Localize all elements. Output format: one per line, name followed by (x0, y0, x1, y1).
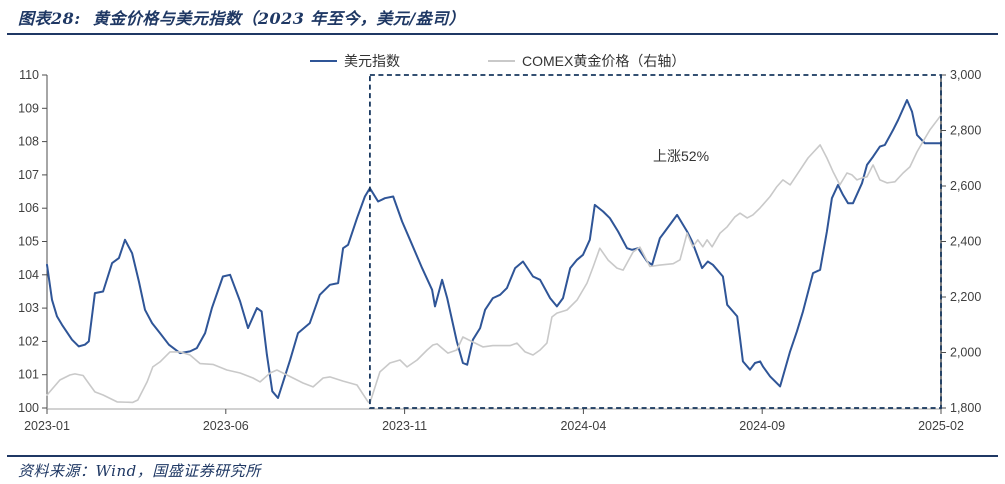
right-axis-tick-label: 2,400 (950, 235, 981, 249)
left-axis-tick-label: 105 (18, 235, 39, 249)
footer-divider-rule (7, 455, 998, 457)
x-axis-tick-label: 2023-06 (203, 419, 249, 433)
right-axis-tick-label: 2,000 (950, 346, 981, 360)
x-axis-tick-label: 2023-11 (382, 419, 427, 433)
right-axis-tick-label: 2,200 (950, 290, 981, 304)
left-axis-tick-label: 108 (18, 135, 39, 149)
x-axis-tick-label: 2024-04 (560, 419, 606, 433)
chart-title: 图表28: 黄金价格与美元指数（2023 年至今，美元/盎司） (18, 9, 466, 28)
usd-line-swatch-icon (310, 60, 337, 62)
legend-label-usd-index: 美元指数 (344, 53, 400, 69)
legend-label-gold-price: COMEX黄金价格（右轴） (522, 53, 686, 69)
left-axis-tick-label: 102 (18, 334, 39, 348)
legend-item-gold-price: COMEX黄金价格（右轴） (488, 51, 685, 71)
usd-index-line (46, 99, 942, 399)
left-axis-tick-label: 107 (18, 168, 39, 182)
right-axis-tick-label: 3,000 (950, 68, 981, 82)
left-axis-tick-label: 100 (18, 401, 39, 415)
x-axis-tick-label: 2024-09 (739, 419, 785, 433)
x-axis-tick-label: 2025-02 (918, 419, 964, 433)
left-axis-tick-label: 109 (18, 101, 39, 115)
left-axis-tick-label: 104 (18, 268, 39, 282)
right-axis-tick-label: 1,800 (950, 401, 981, 415)
left-axis-tick-label: 110 (19, 68, 39, 82)
x-axis-tick-label: 2023-01 (24, 419, 70, 433)
right-axis-tick-label: 2,600 (950, 179, 981, 193)
title-divider-rule (7, 33, 998, 35)
right-axis-tick-label: 2,800 (950, 124, 981, 138)
left-axis-tick-label: 106 (18, 201, 39, 215)
left-axis-tick-label: 101 (18, 368, 39, 382)
source-note: 资料来源：Wind，国盛证券研究所 (18, 462, 261, 480)
legend-item-usd-index: 美元指数 (310, 51, 400, 71)
highlight-dashed-box (369, 74, 942, 409)
gold-price-line (46, 114, 942, 404)
gold-line-swatch-icon (488, 60, 515, 62)
annotation-up-52pct: 上涨52% (653, 148, 710, 164)
left-axis-tick-label: 103 (18, 301, 39, 315)
